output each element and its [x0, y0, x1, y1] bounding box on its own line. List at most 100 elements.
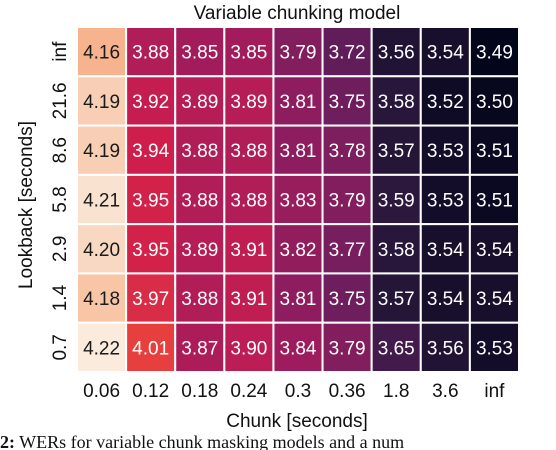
cell-value-label: 3.54 [427, 240, 464, 261]
x-tick-label: 0.24 [230, 381, 267, 402]
y-tick-label: 8.6 [50, 137, 71, 163]
cell-value-label: 4.19 [83, 92, 120, 113]
heatmap-cell [174, 321, 226, 374]
x-tick-label: 0.18 [181, 381, 218, 402]
cell-value-label: 3.53 [427, 141, 464, 162]
cell-value-label: 3.89 [181, 92, 218, 113]
caption-text: WERs for variable chunk masking models a… [15, 433, 405, 450]
cell-value-label: 3.82 [280, 240, 317, 261]
heatmap-cell [174, 124, 226, 176]
cell-value-label: 3.83 [280, 191, 317, 212]
cell-value-label: 3.85 [181, 43, 218, 64]
heatmap-cell [419, 75, 471, 127]
cell-value-label: 3.56 [378, 43, 415, 64]
x-tick-label: 3.6 [432, 381, 458, 402]
heatmap-cell [468, 173, 520, 226]
cell-value-label: 3.91 [230, 240, 267, 261]
x-tick-labels: 0.06 0.12 0.18 0.24 0.3 0.36 1.8 3.6 inf [83, 381, 505, 402]
heatmap-cell [419, 26, 471, 78]
cell-value-label: 3.72 [329, 43, 366, 64]
y-tick-label: 2.9 [50, 236, 71, 262]
x-tick-label: 1.8 [383, 381, 409, 402]
heatmap-cell [272, 75, 324, 127]
y-tick-label: 21.6 [50, 82, 71, 119]
cell-value-label: 3.88 [181, 289, 218, 310]
cell-value-label: 3.81 [280, 141, 317, 162]
heatmap-cell [468, 124, 520, 176]
cell-value-label: 4.21 [83, 191, 120, 212]
heatmap-cell [468, 272, 520, 324]
cell-value-label: 3.88 [132, 43, 169, 64]
cell-value-label: 3.97 [132, 289, 169, 310]
cell-value-label: 3.59 [378, 191, 415, 212]
cell-value-label: 3.51 [476, 191, 513, 212]
cell-value-label: 3.88 [230, 141, 267, 162]
x-tick-label: 0.06 [83, 381, 120, 402]
cell-value-label: 4.19 [83, 141, 120, 162]
cell-value-label: 3.90 [230, 338, 267, 359]
heatmap-cell [370, 75, 422, 127]
cell-value-label: 3.75 [329, 92, 366, 113]
heatmap-chart: Variable chunking model 4.16 3.88 3.85 3.85… [16, 3, 520, 432]
y-tick-label: 5.8 [50, 186, 71, 212]
cell-value-label: 3.84 [280, 338, 317, 359]
cell-value-label: 3.89 [181, 240, 218, 261]
y-axis-label: Lookback [seconds] [16, 121, 37, 289]
cell-value-label: 3.56 [427, 338, 464, 359]
heatmap-cell [321, 272, 373, 324]
heatmap-cell [125, 321, 177, 374]
heatmap-cell [125, 173, 177, 226]
cell-value-label: 3.54 [427, 43, 464, 64]
cell-value-label: 3.53 [427, 191, 464, 212]
x-tick-label: 0.36 [329, 381, 366, 402]
x-axis-label: Chunk [seconds] [226, 411, 368, 432]
cell-value-label: 3.88 [181, 191, 218, 212]
cell-value-label: 3.94 [132, 141, 169, 162]
heatmap-cell [272, 272, 324, 324]
heatmap-cell [370, 321, 422, 374]
heatmap-cell [76, 75, 128, 127]
cell-value-label: 3.95 [132, 240, 169, 261]
cell-value-label: 3.53 [476, 338, 513, 359]
cell-value-label: 4.16 [83, 43, 120, 64]
cell-value-label: 3.57 [378, 141, 415, 162]
heatmap-cell [468, 321, 520, 374]
cell-value-label: 3.81 [280, 289, 317, 310]
figure-caption: 2: WERs for variable chunk masking model… [0, 433, 556, 450]
cell-value-label: 3.81 [280, 92, 317, 113]
cell-value-label: 3.49 [476, 43, 513, 64]
heatmap-cell [76, 124, 128, 176]
heatmap-cell [174, 75, 226, 127]
cell-value-label: 3.95 [132, 191, 169, 212]
heatmap-cell [272, 124, 324, 176]
cell-value-label: 3.87 [181, 338, 218, 359]
cell-value-label: 3.79 [329, 191, 366, 212]
heatmap-cell [125, 124, 177, 176]
heatmap-cell [174, 272, 226, 324]
cell-value-label: 3.79 [329, 338, 366, 359]
cell-value-label: 3.91 [230, 289, 267, 310]
cell-value-label: 3.52 [427, 92, 464, 113]
cell-value-label: 3.58 [378, 240, 415, 261]
cell-value-label: 4.22 [83, 338, 120, 359]
cell-value-label: 3.65 [378, 338, 415, 359]
cell-value-label: 4.01 [132, 338, 169, 359]
heatmap-cell [76, 321, 128, 374]
x-tick-label: inf [484, 381, 505, 402]
x-tick-label: 0.3 [285, 381, 311, 402]
cell-value-label: 3.54 [427, 289, 464, 310]
cell-value-label: 3.78 [329, 141, 366, 162]
heatmap-cell [419, 272, 471, 324]
cell-value-label: 4.20 [83, 240, 120, 261]
heatmap-cell [272, 321, 324, 374]
cell-value-label: 3.92 [132, 92, 169, 113]
y-tick-label: 1.4 [50, 284, 71, 311]
heatmap-cell [223, 173, 275, 226]
heatmap-cell [419, 321, 471, 374]
cell-value-label: 4.18 [83, 289, 120, 310]
heatmap-cell [76, 272, 128, 324]
cell-value-label: 3.79 [280, 43, 317, 64]
heatmap-cell [321, 26, 373, 78]
y-tick-labels: inf 21.6 8.6 5.8 2.9 1.4 0.7 [50, 41, 71, 361]
